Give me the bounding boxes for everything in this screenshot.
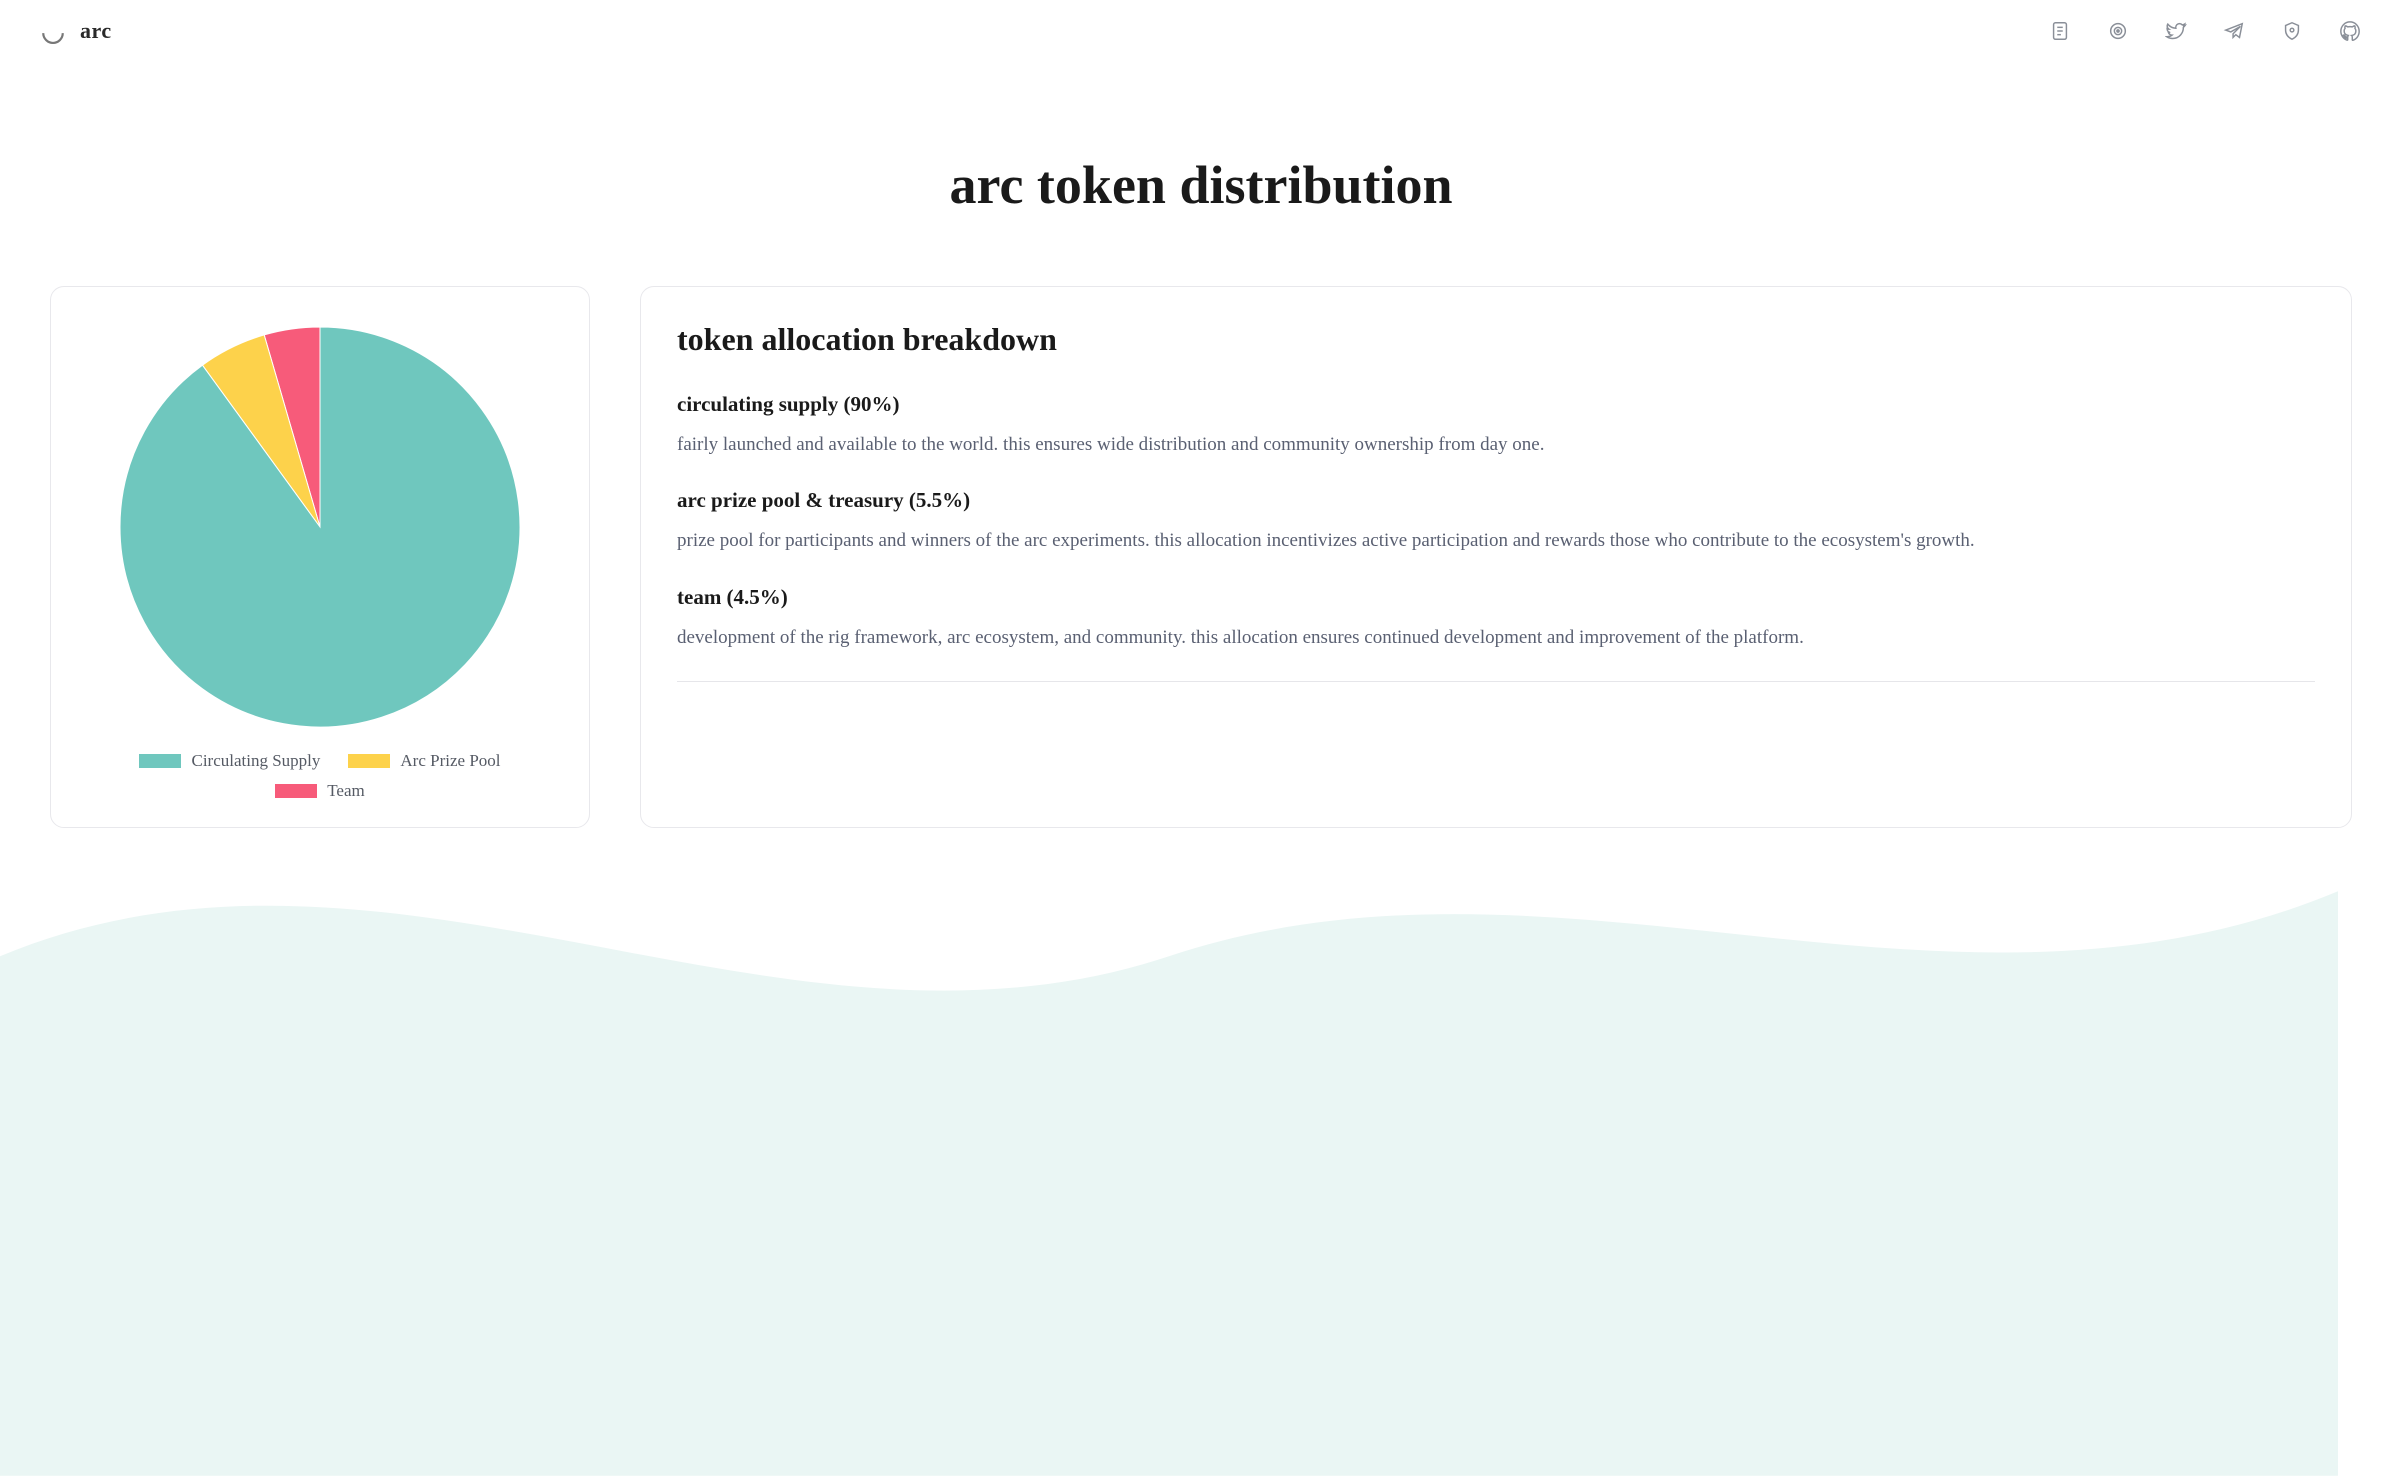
- legend-swatch: [275, 784, 317, 798]
- legend-label: Circulating Supply: [191, 751, 320, 771]
- breakdown-section: arc prize pool & treasury (5.5%) prize p…: [677, 488, 2315, 556]
- pie-chart: [110, 317, 530, 737]
- section-body: development of the rig framework, arc ec…: [677, 622, 2315, 653]
- section-body: fairly launched and available to the wor…: [677, 429, 2315, 460]
- breakdown-section: team (4.5%) development of the rig frame…: [677, 585, 2315, 653]
- nav-icons: [2048, 19, 2362, 43]
- brand-logo-icon: [40, 18, 66, 44]
- legend-item[interactable]: Arc Prize Pool: [348, 751, 500, 771]
- github-icon[interactable]: [2338, 19, 2362, 43]
- brand[interactable]: arc: [40, 18, 112, 44]
- breakdown-section: circulating supply (90%) fairly launched…: [677, 392, 2315, 460]
- twitter-icon[interactable]: [2164, 19, 2188, 43]
- shield-icon[interactable]: [2280, 19, 2304, 43]
- section-title: circulating supply (90%): [677, 392, 2315, 417]
- legend-label: Arc Prize Pool: [400, 751, 500, 771]
- pie-chart-card: Circulating Supply Arc Prize Pool Team: [50, 286, 590, 828]
- badge-icon[interactable]: [2106, 19, 2130, 43]
- legend-item[interactable]: Circulating Supply: [139, 751, 320, 771]
- separator: [677, 681, 2315, 682]
- chart-legend: Circulating Supply Arc Prize Pool Team: [87, 751, 553, 801]
- section-title: team (4.5%): [677, 585, 2315, 610]
- breakdown-heading: token allocation breakdown: [677, 321, 2315, 358]
- content: Circulating Supply Arc Prize Pool Team tok…: [0, 286, 2402, 868]
- telegram-icon[interactable]: [2222, 19, 2246, 43]
- section-title: arc prize pool & treasury (5.5%): [677, 488, 2315, 513]
- header: arc: [0, 0, 2402, 44]
- legend-label: Team: [327, 781, 365, 801]
- pie-slice: [120, 327, 520, 727]
- brand-name: arc: [80, 18, 112, 44]
- legend-swatch: [139, 754, 181, 768]
- legend-item[interactable]: Team: [275, 781, 365, 801]
- legend-swatch: [348, 754, 390, 768]
- document-icon[interactable]: [2048, 19, 2072, 43]
- breakdown-card: token allocation breakdown circulating s…: [640, 286, 2352, 828]
- section-body: prize pool for participants and winners …: [677, 525, 2315, 556]
- page-title: arc token distribution: [0, 154, 2402, 216]
